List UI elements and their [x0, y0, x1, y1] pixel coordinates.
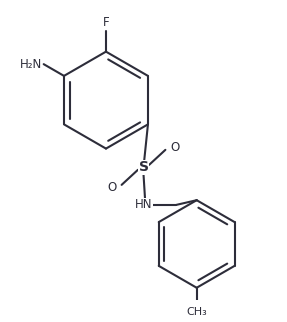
Text: O: O [108, 181, 117, 194]
Text: F: F [103, 16, 109, 29]
Text: CH₃: CH₃ [186, 308, 207, 317]
Text: HN: HN [135, 198, 152, 211]
Text: O: O [170, 140, 179, 154]
Text: H₂N: H₂N [20, 58, 42, 71]
Text: S: S [139, 160, 148, 174]
